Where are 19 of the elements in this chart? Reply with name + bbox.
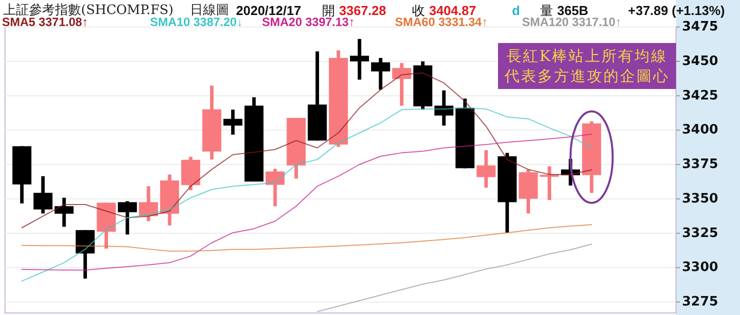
y-tick-label: 3350 bbox=[682, 191, 718, 206]
text: 收 3404.87 bbox=[412, 3, 476, 19]
chart-title: 上証參考指數(SHCOMP.FS) bbox=[3, 3, 174, 18]
y-tick-label: 3325 bbox=[682, 226, 718, 241]
annotation: 長紅K棒站上所有均線 bbox=[506, 47, 668, 65]
y-tick-label: 3450 bbox=[682, 54, 718, 69]
y-tick-label: 3475 bbox=[682, 20, 718, 35]
y-tick-label: 3275 bbox=[682, 294, 718, 310]
text: +37.89 (+1.13%) bbox=[628, 3, 725, 18]
y-tick-label: 3300 bbox=[682, 260, 718, 276]
text: d bbox=[512, 3, 520, 18]
y-tick-label: 3425 bbox=[682, 88, 718, 104]
text: 2020/12/17 bbox=[236, 3, 302, 18]
chart-subtitle: 日線圖 bbox=[190, 3, 229, 18]
annotation: 代表多方進攻的企圖心 bbox=[504, 67, 670, 85]
y-tick-label: 3400 bbox=[682, 122, 718, 138]
note: 長紅K棒站上所有均線 代表多方進攻的企圖心 bbox=[498, 43, 676, 89]
text: 開 3367.28 bbox=[322, 3, 386, 19]
y-tick-label: 3375 bbox=[682, 157, 718, 172]
